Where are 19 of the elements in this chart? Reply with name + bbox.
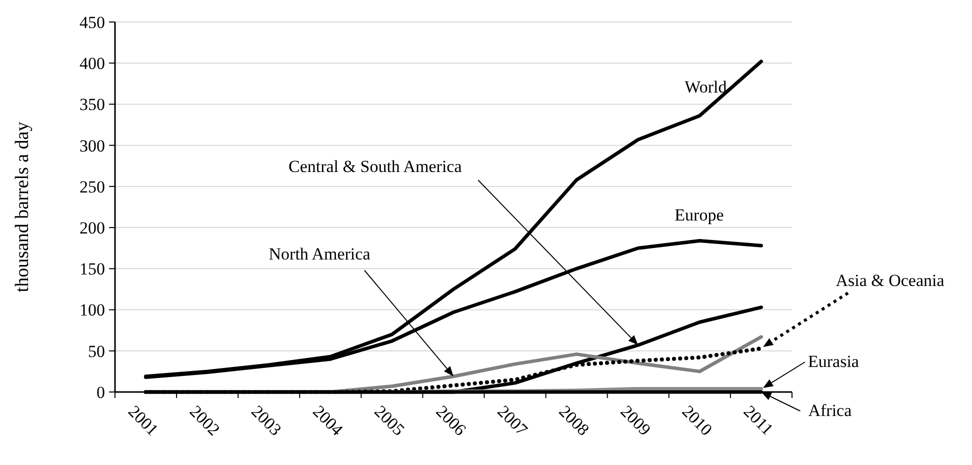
y-tick-label: 100 — [80, 300, 105, 320]
y-tick-label: 350 — [80, 95, 105, 114]
y-tick-label: 250 — [80, 177, 105, 196]
y-tick-label: 200 — [80, 218, 105, 238]
annotation: North America — [268, 244, 371, 264]
text: Asia & Oceania — [836, 271, 945, 290]
y-tick-label: 150 — [80, 260, 105, 279]
y-tick-label: 300 — [80, 136, 105, 156]
y-tick-label: 50 — [88, 342, 105, 361]
y-axis-title: thousand barrels a day — [12, 121, 33, 292]
annotation: Africa — [808, 401, 852, 420]
text: Eurasia — [808, 352, 860, 371]
y-tick-label: 0 — [96, 382, 105, 402]
annotation: World — [684, 78, 728, 97]
x-tick-label: 2007 — [494, 402, 532, 440]
y-tick-label: 450 — [80, 12, 105, 32]
annotation: Central & South America — [288, 157, 462, 176]
y-tick-label: 400 — [80, 54, 105, 74]
annotation: Europe — [674, 206, 724, 225]
